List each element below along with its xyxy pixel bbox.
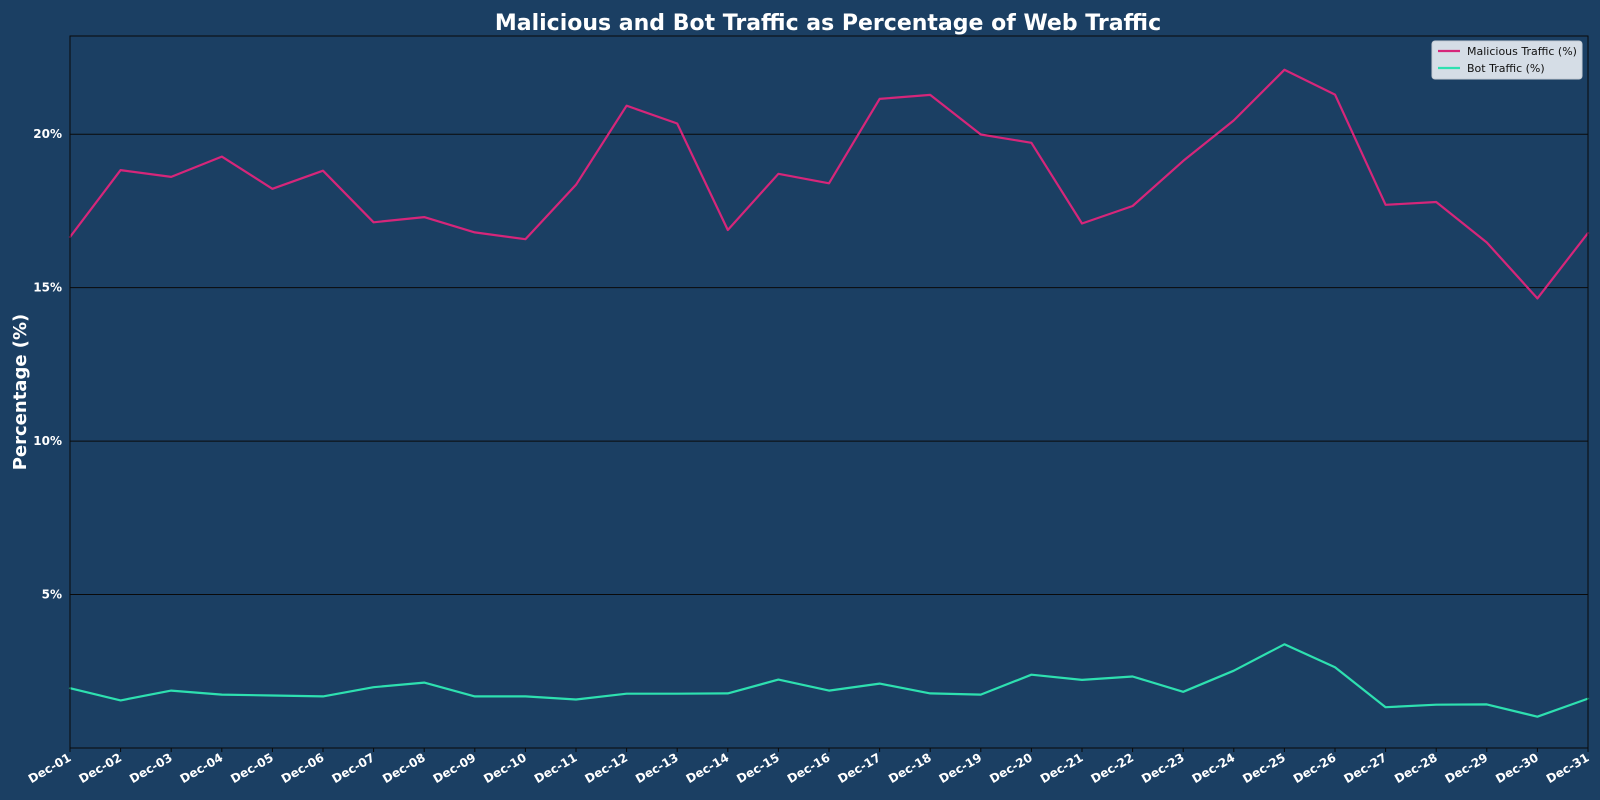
x-tick-label: Dec-01 [26,750,74,786]
x-tick-label: Dec-21 [1038,750,1086,786]
y-tick-label: 5% [42,588,62,602]
x-tick-label: Dec-23 [1139,750,1187,786]
legend-box [1431,40,1583,80]
grid-lines [70,133,1588,596]
legend-label: Bot Traffic (%) [1467,62,1545,75]
y-tick-labels: 5% 10% 15% 20% [33,127,62,601]
x-tick-label: Dec-15 [734,750,782,786]
x-tick-labels: Dec-01 Dec-02 Dec-03 Dec-04 Dec-05 Dec-06 Dec-… [26,748,1592,786]
x-tick-label: Dec-28 [1392,750,1440,786]
x-tick-label: Dec-18 [886,750,934,786]
plot-frame [69,35,1589,749]
x-tick-label: Dec-24 [1190,750,1238,786]
x-tick-label: Dec-31 [1544,750,1592,786]
x-tick-label: Dec-19 [937,750,985,786]
chart-title: Malicious and Bot Traffic as Percentage … [495,11,1161,36]
series-lines [68,68,1590,718]
legend: Malicious Traffic (%) Bot Traffic (%) [1431,40,1583,80]
x-tick-label: Dec-07 [329,750,377,786]
x-tick-label: Dec-09 [431,750,479,786]
x-tick-label: Dec-05 [228,750,276,786]
x-tick-label: Dec-11 [532,750,580,786]
x-tick-label: Dec-10 [481,750,529,786]
y-axis-label: Percentage (%) [10,314,31,471]
x-tick-label: Dec-04 [178,750,226,786]
x-tick-label: Dec-16 [785,750,833,786]
legend-label: Malicious Traffic (%) [1467,45,1577,58]
x-tick-label: Dec-03 [127,750,175,786]
x-tick-label: Dec-08 [380,750,428,786]
x-tick-label: Dec-29 [1443,750,1491,786]
x-tick-label: Dec-02 [76,750,124,786]
x-tick-label: Dec-26 [1291,750,1339,786]
x-tick-label: Dec-30 [1493,750,1541,786]
y-tick-label: 20% [33,127,62,141]
series-line-malicious [68,68,1590,300]
y-tick-label: 15% [33,281,62,295]
x-tick-label: Dec-06 [279,750,327,786]
series-line-bot [68,643,1590,718]
x-tick-label: Dec-25 [1240,750,1288,786]
y-tick-label: 10% [33,434,62,448]
x-tick-label: Dec-13 [633,750,681,786]
x-tick-label: Dec-12 [582,750,630,786]
x-tick-label: Dec-22 [1088,750,1136,786]
x-tick-label: Dec-17 [835,750,883,786]
x-tick-label: Dec-20 [987,750,1035,786]
x-tick-label: Dec-27 [1341,750,1389,786]
x-tick-label: Dec-14 [684,750,732,786]
